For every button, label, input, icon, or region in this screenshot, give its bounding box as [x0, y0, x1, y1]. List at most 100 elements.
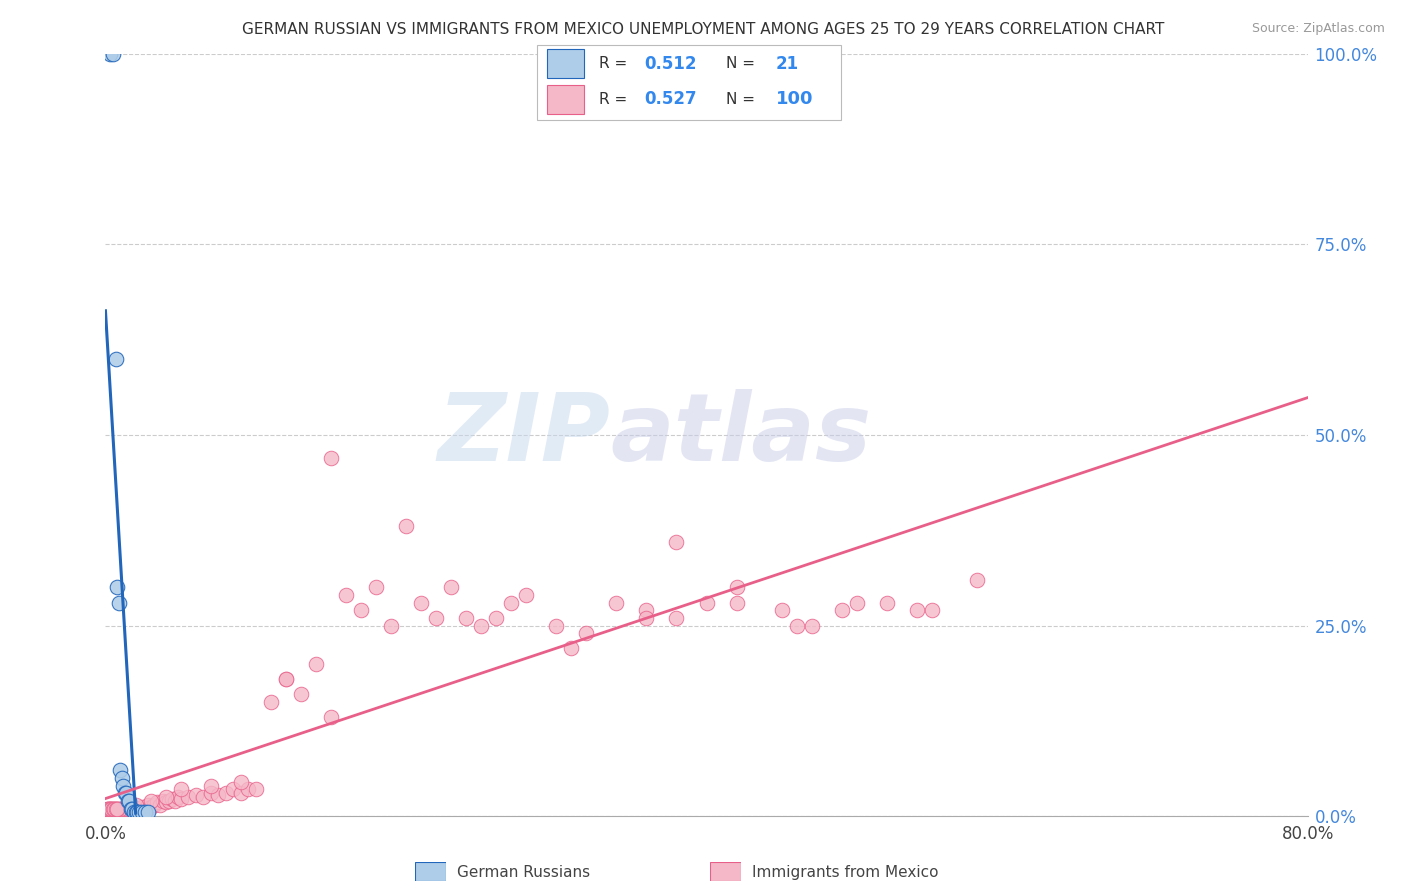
Point [200, 786, 222, 800]
Point [364, 581, 387, 595]
Point [110, 764, 132, 778]
Point [107, 801, 129, 815]
Point [274, 672, 297, 686]
Point [124, 797, 146, 812]
Text: 21: 21 [776, 54, 799, 72]
Point [485, 611, 508, 625]
Point [134, 801, 156, 815]
Point [124, 805, 146, 820]
Point [108, 801, 131, 815]
Point [395, 519, 418, 533]
Point [845, 596, 868, 610]
Point [104, 801, 127, 815]
Point [97, 801, 120, 815]
Point [136, 805, 159, 820]
Text: Immigrants from Mexico: Immigrants from Mexico [752, 865, 939, 880]
Point [100, 801, 122, 815]
Point [876, 596, 898, 610]
Point [114, 786, 136, 800]
Point [96, 801, 118, 815]
Point [101, 801, 124, 815]
Text: German Russians: German Russians [457, 865, 591, 880]
Point [139, 800, 162, 814]
Point [98, 801, 121, 815]
Point [166, 790, 188, 805]
Text: R =: R = [599, 92, 633, 107]
Point [169, 792, 191, 806]
Point [125, 805, 148, 820]
Point [546, 618, 568, 632]
Point [966, 573, 988, 587]
Point [177, 790, 200, 805]
Point [501, 596, 523, 610]
Point [605, 596, 627, 610]
Point [425, 611, 447, 625]
Point [124, 801, 146, 815]
Point [107, 581, 129, 595]
Point [97, 801, 120, 815]
Point [319, 450, 342, 465]
Point [229, 786, 252, 800]
Point [120, 801, 142, 815]
Point [696, 596, 718, 610]
Point [214, 786, 236, 800]
Point [800, 618, 823, 632]
Point [103, 801, 125, 815]
Point [575, 626, 598, 640]
Point [122, 805, 145, 820]
Text: 0.527: 0.527 [644, 90, 697, 108]
Point [665, 611, 688, 625]
Point [112, 801, 135, 815]
Point [229, 775, 252, 789]
Point [207, 788, 229, 802]
Point [152, 794, 174, 808]
FancyBboxPatch shape [710, 862, 741, 881]
Text: atlas: atlas [610, 389, 872, 481]
Point [128, 801, 150, 815]
Point [905, 603, 928, 617]
Point [98, 801, 121, 815]
FancyBboxPatch shape [537, 45, 841, 120]
Point [160, 792, 183, 806]
Point [111, 771, 134, 785]
Text: R =: R = [599, 56, 633, 71]
Point [100, 801, 122, 815]
Text: GERMAN RUSSIAN VS IMMIGRANTS FROM MEXICO UNEMPLOYMENT AMONG AGES 25 TO 29 YEARS : GERMAN RUSSIAN VS IMMIGRANTS FROM MEXICO… [242, 22, 1164, 37]
Point [454, 611, 477, 625]
Point [440, 581, 463, 595]
Point [409, 596, 432, 610]
Point [191, 790, 214, 805]
Point [98, 801, 121, 815]
Point [103, 801, 125, 815]
Point [134, 805, 156, 820]
Point [118, 800, 141, 814]
Point [831, 603, 853, 617]
Point [921, 603, 943, 617]
Point [238, 782, 260, 797]
Point [770, 603, 793, 617]
Point [110, 801, 132, 815]
Point [148, 797, 170, 812]
Point [112, 779, 135, 793]
Point [97, 801, 120, 815]
Text: 0.512: 0.512 [644, 54, 696, 72]
Point [107, 801, 129, 815]
Point [101, 46, 124, 61]
Point [184, 788, 207, 802]
Point [350, 603, 373, 617]
Text: N =: N = [725, 92, 759, 107]
Point [560, 641, 582, 656]
Text: Source: ZipAtlas.com: Source: ZipAtlas.com [1251, 22, 1385, 36]
Point [139, 794, 162, 808]
Point [115, 786, 138, 800]
Point [786, 618, 808, 632]
Point [118, 794, 141, 808]
Point [636, 603, 658, 617]
Point [335, 588, 357, 602]
Point [515, 588, 537, 602]
Point [110, 801, 132, 815]
Point [222, 782, 245, 797]
Point [157, 794, 180, 808]
Point [104, 351, 127, 366]
Point [245, 782, 267, 797]
